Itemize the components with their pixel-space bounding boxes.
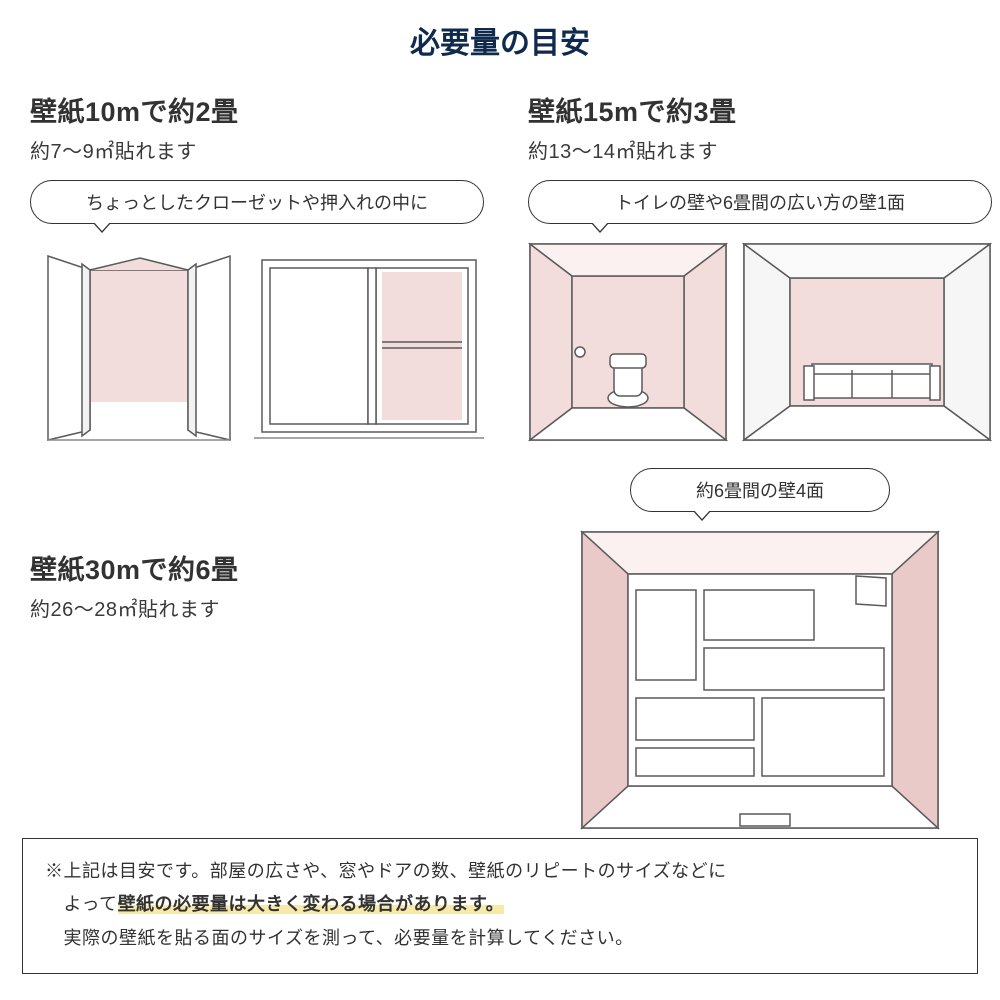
section-15m-illustrations xyxy=(528,242,992,442)
note-line-2a: よって xyxy=(64,894,118,914)
section-15m-bubble: トイレの壁や6畳間の広い方の壁1面 xyxy=(528,180,992,224)
section-15m: 壁紙15mで約3畳 約13～14㎡貼れます トイレの壁や6畳間の広い方の壁1面 xyxy=(528,90,992,442)
bubble-text: 約6畳間の壁4面 xyxy=(696,481,824,501)
oshiire-illustration xyxy=(254,252,484,442)
sections-grid: 壁紙10mで約2畳 約7～9㎡貼れます ちょっとしたクローゼットや押入れの中に xyxy=(0,90,1000,840)
page-title: 必要量の目安 xyxy=(0,0,1000,90)
note-line-3-text: 実際の壁紙を貼る面のサイズを測って、必要量を計算してください。 xyxy=(64,928,634,948)
section-30m-title: 壁紙30mで約6畳 xyxy=(30,548,484,587)
room-onewall-illustration xyxy=(742,242,992,442)
note-line-2: ※よって壁紙の必要量は大きく変わる場合があります。 xyxy=(45,888,955,921)
room-4walls-illustration xyxy=(580,530,940,830)
section-30m-bubble: 約6畳間の壁4面 xyxy=(630,468,890,512)
note-box: ※上記は目安です。部屋の広さや、窓やドアの数、壁紙のリピートのサイズなどに ※よ… xyxy=(22,838,978,974)
note-line-3: ※実際の壁紙を貼る面のサイズを測って、必要量を計算してください。 xyxy=(45,922,955,955)
section-30m-visual: 約6畳間の壁4面 xyxy=(528,452,992,830)
bubble-text: トイレの壁や6畳間の広い方の壁1面 xyxy=(615,193,905,213)
note-line-1: ※上記は目安です。部屋の広さや、窓やドアの数、壁紙のリピートのサイズなどに xyxy=(45,855,955,888)
section-30m: 壁紙30mで約6畳 約26～28㎡貼れます xyxy=(30,548,484,830)
section-10m-illustrations xyxy=(30,242,484,442)
section-10m: 壁紙10mで約2畳 約7～9㎡貼れます ちょっとしたクローゼットや押入れの中に xyxy=(30,90,484,442)
section-30m-illustration-wrap xyxy=(528,530,992,830)
bubble-text: ちょっとしたクローゼットや押入れの中に xyxy=(86,193,428,213)
section-10m-bubble: ちょっとしたクローゼットや押入れの中に xyxy=(30,180,484,224)
section-15m-sub: 約13～14㎡貼れます xyxy=(528,135,992,164)
section-30m-sub: 約26～28㎡貼れます xyxy=(30,593,484,622)
section-10m-title: 壁紙10mで約2畳 xyxy=(30,90,484,129)
closet-illustration xyxy=(30,252,240,442)
section-15m-title: 壁紙15mで約3畳 xyxy=(528,90,992,129)
section-10m-sub: 約7～9㎡貼れます xyxy=(30,135,484,164)
toilet-illustration xyxy=(528,242,728,442)
note-highlight: 壁紙の必要量は大きく変わる場合があります。 xyxy=(118,894,505,914)
